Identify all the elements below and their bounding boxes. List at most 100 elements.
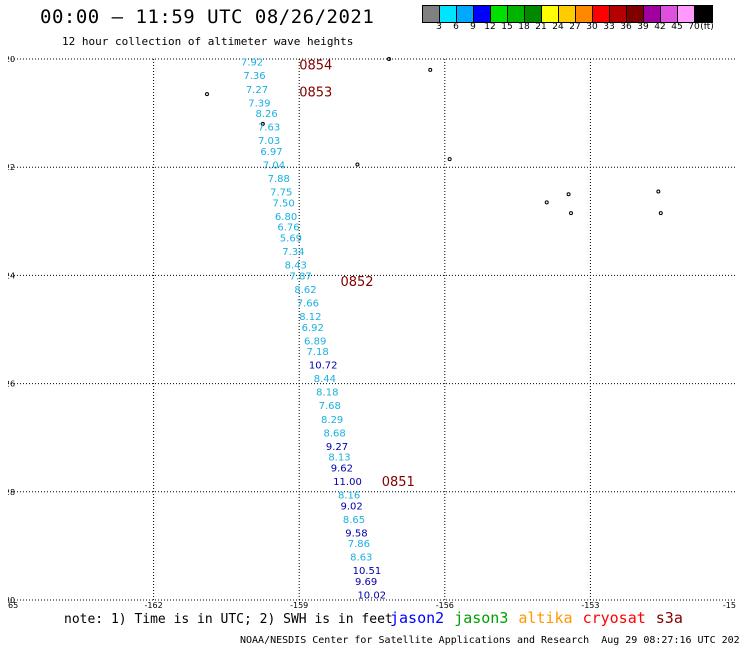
swh-label: 5.69 — [280, 234, 302, 245]
swh-label: 7.36 — [243, 71, 265, 82]
legend-label: 9 — [470, 22, 476, 32]
legend-label: 27 — [569, 22, 581, 32]
satellite-key: jason2 jason3 altika cryosat s3a — [390, 609, 693, 627]
legend-swatch — [440, 6, 457, 22]
island-marker — [566, 192, 571, 197]
island-marker — [658, 211, 663, 216]
swh-label: 7.50 — [273, 198, 295, 209]
swh-label: 8.44 — [314, 374, 336, 385]
swh-label: 7.88 — [268, 174, 290, 185]
swh-label: 7.92 — [241, 58, 263, 69]
swh-label: 6.76 — [277, 223, 299, 234]
island-marker — [447, 157, 452, 162]
legend-label: 18 — [518, 22, 530, 32]
legend-swatch — [559, 6, 576, 22]
lon-tick-label: -15 — [723, 601, 736, 608]
swh-label: 10.51 — [353, 566, 382, 577]
legend-swatch — [610, 6, 627, 22]
legend-label: 24 — [552, 22, 564, 32]
swh-label: 7.39 — [248, 98, 270, 109]
swh-label: 8.62 — [294, 285, 316, 296]
swh-label: 6.97 — [260, 147, 282, 158]
legend-unit: (ft) — [700, 22, 714, 32]
swh-label: 7.68 — [319, 401, 341, 412]
legend-label: 45 — [671, 22, 683, 32]
legend-label: 36 — [620, 22, 632, 32]
footer: NOAA/NESDIS Center for Satellite Applica… — [240, 635, 740, 646]
swh-label: 7.75 — [270, 188, 292, 199]
satellite-altika: altika — [518, 609, 573, 627]
chart-title: 00:00 — 11:59 UTC 08/26/2021 — [40, 6, 375, 28]
swh-label: 7.03 — [258, 136, 280, 147]
legend-label: 12 — [484, 22, 496, 32]
footer-timestamp: Aug 29 08:27:16 UTC 2021 — [601, 635, 740, 646]
island-marker — [656, 189, 661, 194]
satellite-jason2: jason2 — [390, 609, 445, 627]
lon-tick-label: -156 — [436, 601, 454, 608]
chart-subtitle: 12 hour collection of altimeter wave hei… — [62, 35, 354, 48]
lat-tick-label: -24 — [8, 271, 15, 280]
swh-label: 6.80 — [275, 212, 297, 223]
swh-label: 7.27 — [246, 85, 268, 96]
island-marker — [568, 211, 573, 216]
legend-swatch — [542, 6, 559, 22]
island-marker — [260, 121, 265, 126]
lat-tick-label: -22 — [8, 163, 15, 172]
lon-tick-label: -165 — [8, 601, 18, 608]
legend-swatch — [474, 6, 491, 22]
swh-label: 8.16 — [338, 491, 360, 502]
legend-swatch — [661, 6, 678, 22]
legend-swatch — [525, 6, 542, 22]
lon-tick-label: -159 — [290, 601, 308, 608]
legend-label: 6 — [453, 22, 459, 32]
legend-swatch — [491, 6, 508, 22]
swh-label: 10.02 — [357, 591, 386, 602]
legend-swatch — [576, 6, 593, 22]
swh-label: 6.92 — [302, 323, 324, 334]
swh-label: 7.18 — [306, 347, 328, 358]
swh-label: 8.29 — [321, 415, 343, 426]
island-marker — [386, 57, 391, 61]
swh-label: 9.58 — [345, 528, 367, 539]
swh-label: 7.87 — [289, 271, 311, 282]
swh-label: 7.04 — [263, 160, 285, 171]
legend-swatch — [695, 6, 712, 22]
swh-label: 8.43 — [285, 261, 307, 272]
swh-label: 9.27 — [326, 442, 348, 453]
lon-tick-label: -162 — [145, 601, 163, 608]
lat-tick-label: -26 — [8, 380, 15, 389]
island-marker — [204, 92, 209, 97]
legend-label: 42 — [654, 22, 666, 32]
swh-label: 9.62 — [331, 463, 353, 474]
swh-label: 7.66 — [297, 298, 319, 309]
swh-label: 8.68 — [323, 428, 345, 439]
swh-label: 7.86 — [348, 539, 370, 550]
satellite-cryosat: cryosat — [582, 609, 646, 627]
time-label: 0853 — [299, 85, 332, 100]
wave-height-map: -20 -22 -24 -26 -28 -30-165 -162 -159 -156 -153 -1… — [8, 56, 736, 608]
swh-label: 8.12 — [299, 312, 321, 323]
swh-label: 7.63 — [258, 123, 280, 134]
lon-tick-label: -153 — [581, 601, 599, 608]
legend-label: 39 — [637, 22, 649, 32]
legend-label: 21 — [535, 22, 547, 32]
island-marker — [544, 200, 549, 205]
legend-label: 30 — [586, 22, 598, 32]
swh-label: 7.34 — [282, 247, 304, 258]
time-label: 0852 — [340, 275, 373, 290]
swh-label: 8.65 — [343, 515, 365, 526]
time-label: 0854 — [299, 58, 332, 73]
island-marker — [428, 67, 433, 72]
swh-label: 8.13 — [328, 453, 350, 464]
footer-credit: NOAA/NESDIS Center for Satellite Applica… — [240, 635, 590, 646]
swh-label: 11.00 — [333, 477, 362, 488]
legend-swatch — [457, 6, 474, 22]
legend-swatch — [644, 6, 661, 22]
legend-swatch — [627, 6, 644, 22]
legend-label: 33 — [603, 22, 615, 32]
legend-swatch — [678, 6, 695, 22]
satellite-jason3: jason3 — [454, 609, 509, 627]
lat-tick-label: -28 — [8, 488, 15, 497]
lat-tick-label: -30 — [8, 596, 15, 605]
satellite-s3a: s3a — [655, 609, 683, 627]
